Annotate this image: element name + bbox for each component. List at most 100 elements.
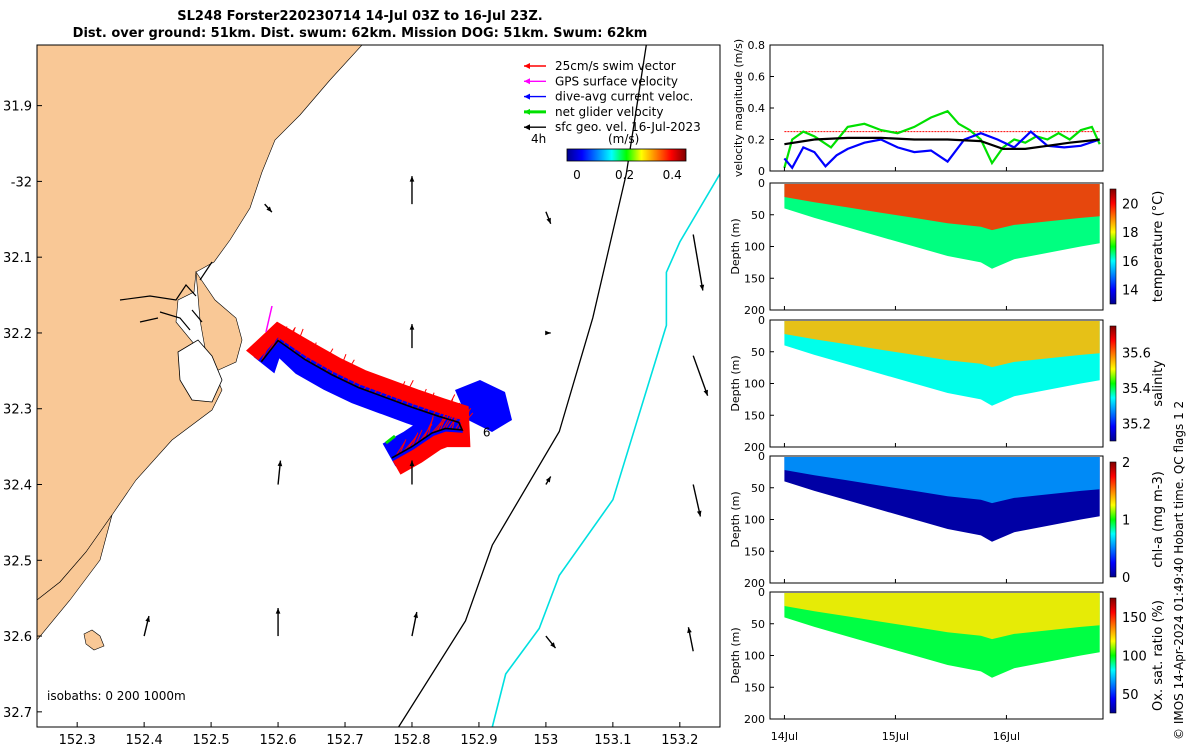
sec-ytick-label: 100 xyxy=(744,650,765,663)
map-ytick-label: -32 xyxy=(11,175,32,190)
swim-vector xyxy=(277,326,288,341)
cbar-tick-label: 16 xyxy=(1122,255,1139,270)
time-xtick-label: 16Jul xyxy=(993,730,1020,743)
swim-vector xyxy=(446,398,454,419)
legend-label-4: sfc geo. vel. 16-Jul-2023 xyxy=(555,120,701,134)
section-panel-0: 0 50 100 150 200 Depth (m) 14 16 18 20 temperature… xyxy=(729,177,1166,317)
geo-vector-head-1 xyxy=(409,176,415,182)
map-ytick-label: 32.6 xyxy=(3,630,32,645)
section-colorbar xyxy=(1109,597,1117,714)
time-xtick-label: 14Jul xyxy=(771,730,798,743)
map-xtick-label: 152.6 xyxy=(259,733,296,748)
section-colorbar xyxy=(1109,188,1117,305)
geo-vector-head-7 xyxy=(277,460,283,467)
section-cbar-label: temperature (°C) xyxy=(1151,191,1166,303)
swim-vector xyxy=(461,415,469,431)
section-ylabel: Depth (m) xyxy=(729,218,742,274)
cbar-tick-label: 35.4 xyxy=(1122,382,1151,397)
section-panel-1: 0 50 100 150 200 Depth (m) 35.2 35.4 35.6salinit… xyxy=(729,314,1166,454)
map-ytick-label: 32.7 xyxy=(3,706,32,721)
geo-vector-head-5 xyxy=(545,330,551,336)
swim-vector xyxy=(419,423,433,442)
sec-ytick-label: 0 xyxy=(758,177,765,190)
figure-title: SL248 Forster220230714 14-Jul 03Z to 16-… xyxy=(0,8,720,42)
sec-ytick-label: 50 xyxy=(751,346,765,359)
legend-label-0: 25cm/s swim vector xyxy=(555,59,676,73)
colorbar-tick: 0.2 xyxy=(615,168,634,182)
swim-vector xyxy=(415,429,423,445)
map-xtick-label: 152.8 xyxy=(393,733,430,748)
legend-label-3: net glider velocity xyxy=(555,105,663,119)
vel-ytick-label: 0.2 xyxy=(748,134,766,147)
map-ytick-label: 32.1 xyxy=(3,251,32,266)
geo-vector-head-0 xyxy=(266,206,272,213)
section-cbar-label: chl-a (mg m-3) xyxy=(1151,471,1166,568)
swim-vector xyxy=(283,327,296,345)
swim-vector xyxy=(325,357,333,372)
sec-ytick-label: 150 xyxy=(744,681,765,694)
swim-vector xyxy=(341,359,355,381)
swim-vector xyxy=(438,402,449,417)
sec-ytick-label: 50 xyxy=(751,618,765,631)
cbar-tick-label: 150 xyxy=(1122,611,1147,626)
net-velocity-arrow xyxy=(385,434,396,445)
sec-ytick-label: 100 xyxy=(744,241,765,254)
geo-vector-head-14 xyxy=(550,642,556,649)
sec-ytick-label: 100 xyxy=(744,514,765,527)
track-end-label: 6 xyxy=(483,425,491,439)
swim-vector xyxy=(331,360,339,375)
swim-vector xyxy=(406,391,414,406)
swim-vector xyxy=(434,417,448,433)
sec-ytick-label: 200 xyxy=(744,304,765,317)
geo-vector-head-4 xyxy=(409,324,415,330)
geo-vector-head-8 xyxy=(409,460,415,467)
land-south xyxy=(37,514,113,641)
geo-vector-head-3 xyxy=(699,284,705,291)
swim-vector xyxy=(454,406,468,422)
swim-vector xyxy=(315,351,325,366)
swim-vector xyxy=(448,414,459,430)
geo-vector-head-11 xyxy=(145,616,150,622)
section-ylabel: Depth (m) xyxy=(729,627,742,683)
swim-vector xyxy=(451,405,459,430)
sec-ytick-label: 200 xyxy=(744,577,765,590)
section-surface-fill xyxy=(784,321,1100,368)
sec-ytick-label: 200 xyxy=(744,713,765,726)
map-ytick-label: 31.9 xyxy=(3,100,32,115)
geo-vector-head-6 xyxy=(703,389,708,396)
swim-vector xyxy=(352,370,363,386)
legend-head-0 xyxy=(524,63,530,69)
colorbar-tick: 0.4 xyxy=(663,168,682,182)
swim-vector xyxy=(320,348,334,369)
map-ytick-label: 32.4 xyxy=(3,479,32,494)
sec-ytick-label: 150 xyxy=(744,272,765,285)
cbar-tick-label: 20 xyxy=(1122,197,1139,212)
swim-vector xyxy=(379,381,393,396)
map-xtick-label: 152.4 xyxy=(126,733,163,748)
sec-ytick-label: 150 xyxy=(744,409,765,422)
swim-vector xyxy=(400,380,414,404)
swim-vector xyxy=(357,373,368,388)
map-xtick-label: 152.7 xyxy=(326,733,363,748)
current-swath-end xyxy=(455,380,512,432)
geo-vector-head-2 xyxy=(546,217,551,224)
cbar-tick-label: 14 xyxy=(1122,284,1139,299)
peninsula xyxy=(195,270,243,373)
swim-vector xyxy=(309,342,317,363)
section-ylabel: Depth (m) xyxy=(729,491,742,547)
sec-ytick-label: 0 xyxy=(758,586,765,599)
velocity-series-2 xyxy=(783,130,1101,170)
speed-colorbar xyxy=(566,148,687,162)
map-xtick-label: 153 xyxy=(533,733,558,748)
swim-vector xyxy=(374,379,384,394)
swim-vector xyxy=(390,382,398,400)
velocity-series-1 xyxy=(783,109,1101,169)
map-xtick-label: 152.5 xyxy=(192,733,229,748)
estuary-lines xyxy=(119,261,213,331)
swim-vector xyxy=(403,436,417,452)
cbar-tick-label: 35.6 xyxy=(1122,347,1151,362)
map-ytick-label: 32.2 xyxy=(3,327,32,342)
colorbar-tick: 0 xyxy=(573,168,581,182)
swim-vector xyxy=(422,396,436,412)
